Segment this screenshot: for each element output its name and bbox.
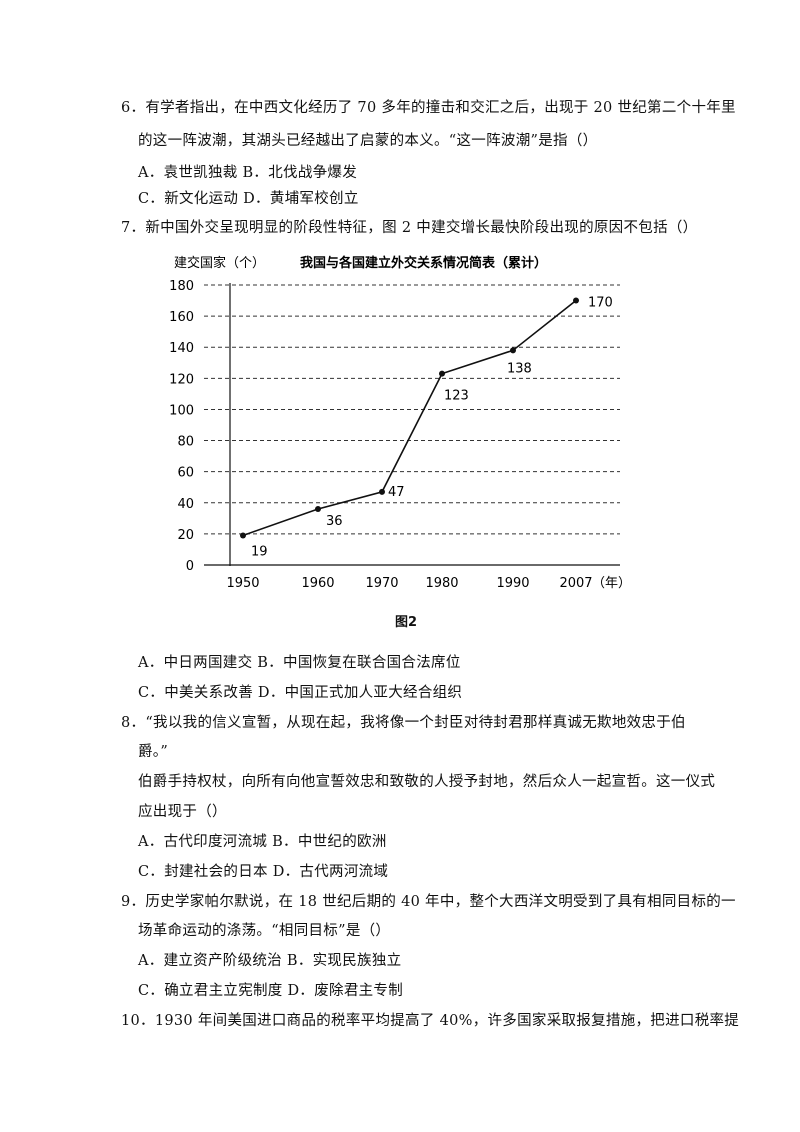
data-point	[240, 532, 246, 539]
q8-options-ab: A．古代印度河流城 B．中世纪的欧洲	[138, 834, 387, 850]
y-tick-label: 20	[177, 528, 194, 543]
x-tick-label: 1980	[425, 576, 458, 591]
x-tick-label: 1960	[301, 576, 334, 591]
q7-options-cd: C．中美关系改善 D．中国正式加人亚大经合组织	[138, 685, 463, 701]
chart-xlabel: （年）	[592, 576, 631, 591]
data-point	[439, 370, 445, 377]
q8-options-cd: C．封建社会的日本 D．古代两河流域	[138, 864, 389, 880]
chart-y-ticks: 0 20 40 60 80 100 120 140 160 180	[169, 279, 194, 574]
y-tick-label: 0	[186, 559, 194, 574]
chart-title: 我国与各国建立外交关系情况简表（累计）	[300, 255, 547, 271]
data-point	[379, 488, 385, 495]
series-line	[242, 299, 577, 537]
data-point	[315, 506, 321, 512]
q9-options-cd: C．确立君主立宪制度 D．废除君主专制	[138, 983, 404, 999]
y-tick-label: 80	[177, 435, 194, 450]
q7-stem-line1: 7．新中国外交呈现明显的阶段性特征，图 2 中建交增长最快阶段出现的原因不包括（…	[121, 220, 698, 236]
q10-stem-line1: 10．1930 年间美国进口商品的税率平均提高了 40%，许多国家采取报复措施，…	[121, 1013, 740, 1029]
chart-x-ticks: 1950 1960 1970 1980 1990 2007	[226, 576, 592, 591]
q8-stem-line3: 伯爵手持权杖，向所有向他宣誓效忠和致敬的人授予封地，然后众人一起宣哲。这一仪式	[138, 774, 716, 790]
y-tick-label: 40	[177, 497, 194, 512]
data-point	[510, 347, 516, 354]
q9-stem-line1: 9．历史学家帕尔默说，在 18 世纪后期的 40 年中，整个大西洋文明受到了具有…	[121, 894, 736, 910]
q8-stem-line1: 8．“我以我的信义宣暂，从现在起，我将像一个封臣对待封君那样真诚无欺地效忠于伯	[121, 715, 686, 731]
x-tick-label: 2007	[559, 576, 592, 591]
diplomatic-relations-chart: 建交国家（个） 我国与各国建立外交关系情况简表（累计） 0 20 40 60 80 100…	[169, 255, 631, 591]
figure-caption: 图2	[395, 615, 418, 630]
q6-stem-line2: 的这一阵波潮，其湖头已经越出了启蒙的本义。“这一阵波潮”是指（）	[138, 133, 598, 149]
q8-stem-line4: 应出现于（）	[138, 804, 227, 820]
data-label: 36	[326, 514, 343, 529]
chart-points	[240, 297, 579, 539]
q8-stem-line2: 爵。”	[138, 744, 169, 760]
x-tick-label: 1970	[365, 576, 398, 591]
data-point	[573, 297, 579, 304]
q9-stem-line2: 场革命运动的涤荡。“相同目标”是（）	[138, 923, 391, 939]
q9-options-ab: A．建立资产阶级统治 B．实现民族独立	[138, 953, 402, 969]
data-label: 47	[388, 485, 405, 500]
data-label: 138	[507, 361, 532, 376]
chart-ylabel: 建交国家（个）	[174, 255, 265, 271]
q6-options-cd: C．新文化运动 D．黄埔军校创立	[138, 191, 359, 207]
chart-data-labels: 19 36 47 123 138 170	[251, 296, 613, 560]
data-label: 123	[444, 389, 469, 404]
y-tick-label: 160	[169, 310, 194, 325]
x-tick-label: 1990	[496, 576, 529, 591]
chart-grid	[204, 284, 620, 566]
q6-options-ab: A．袁世凯独裁 B．北伐战争爆发	[138, 165, 358, 181]
q6-stem-line1: 6．有学者指出，在中西文化经历了 70 多年的撞击和交汇之后，出现于 20 世纪…	[121, 100, 736, 116]
y-tick-label: 100	[169, 403, 194, 418]
data-label: 170	[588, 296, 613, 311]
y-tick-label: 180	[169, 279, 194, 294]
y-tick-label: 60	[177, 466, 194, 481]
q7-options-ab: A．中日两国建交 B．中国恢复在联合国合法席位	[138, 655, 461, 671]
y-tick-label: 120	[169, 372, 194, 387]
data-label: 19	[251, 544, 268, 559]
y-tick-label: 140	[169, 341, 194, 356]
x-tick-label: 1950	[226, 576, 259, 591]
